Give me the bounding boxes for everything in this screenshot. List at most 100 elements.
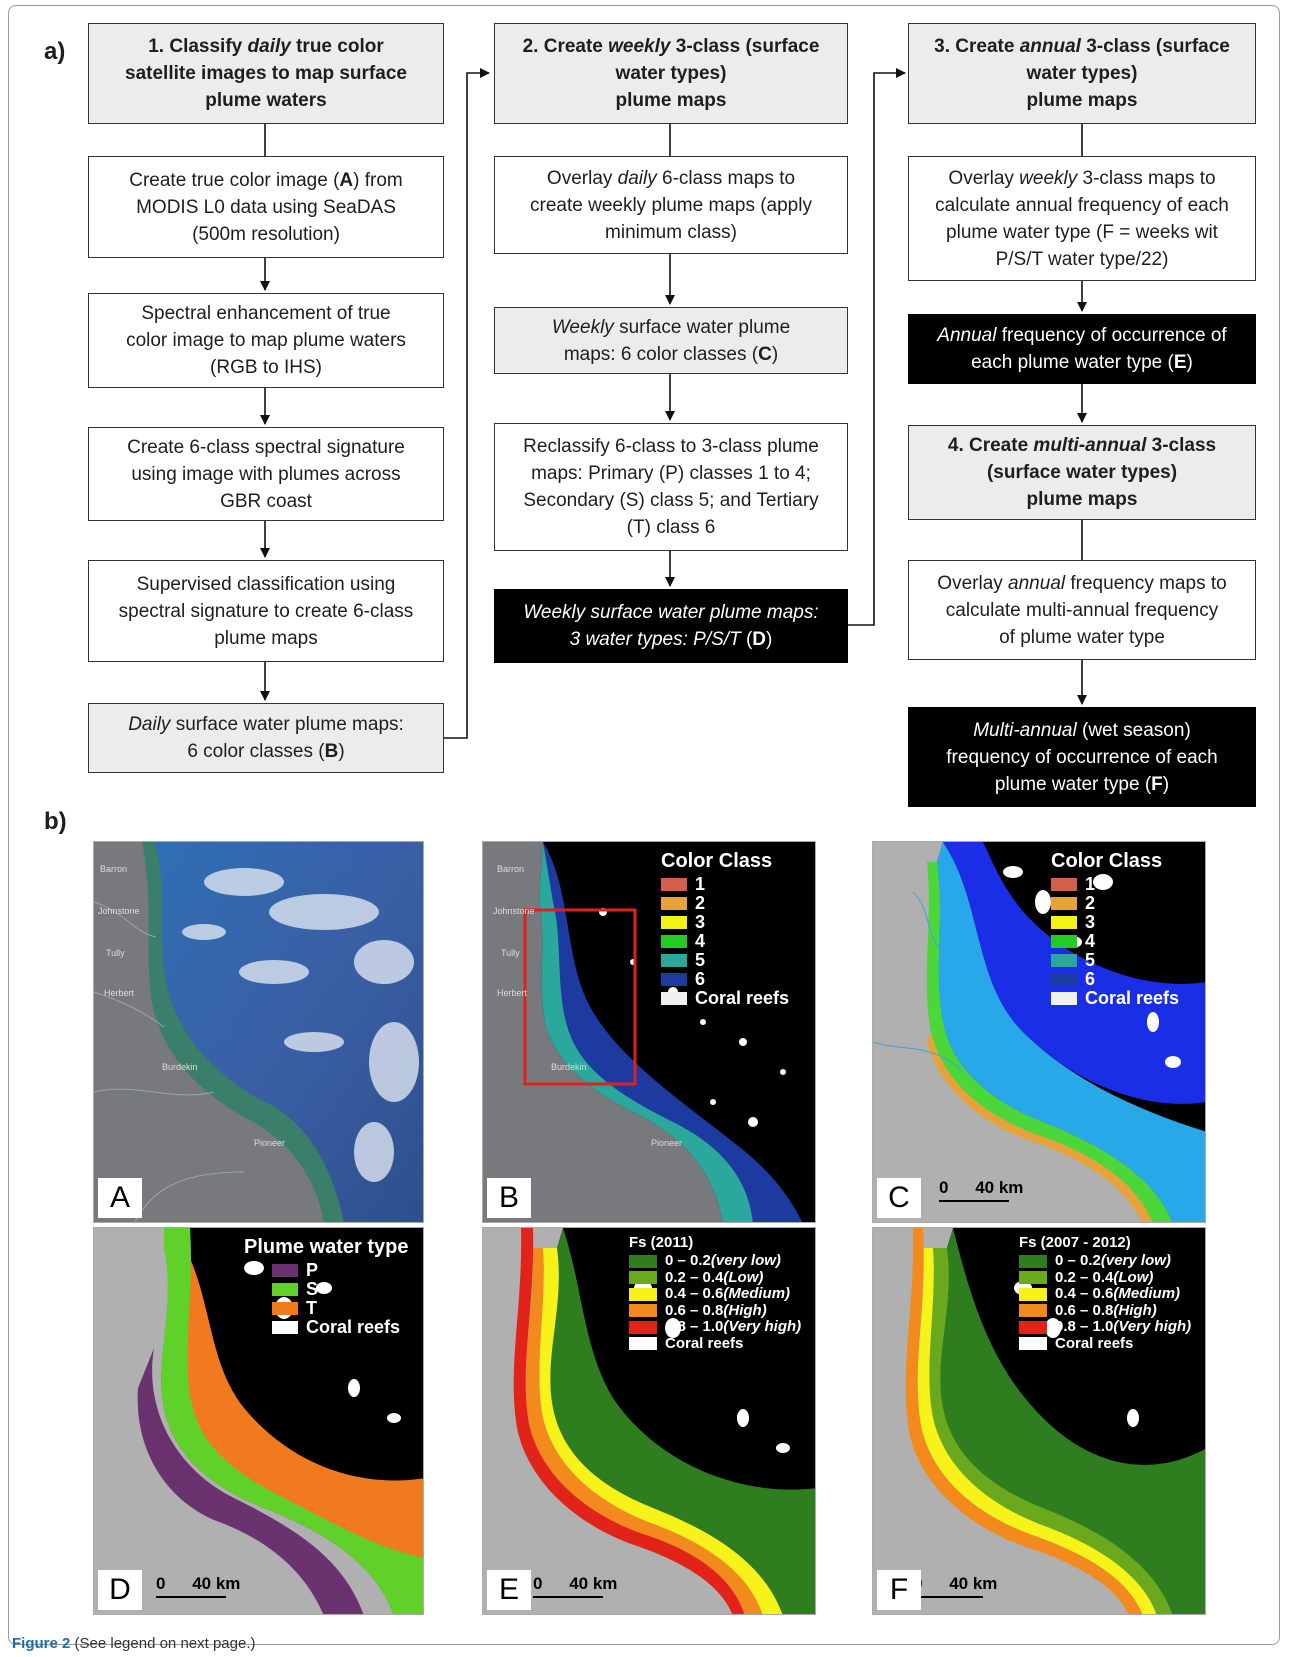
legend-item: 6 <box>661 970 789 989</box>
flow-step-text: maps: Primary (P) classes 1 to 4; <box>531 463 811 484</box>
legend-label: 3 <box>1085 912 1096 932</box>
flow-step-text: Overlay annual frequency maps to <box>937 572 1227 594</box>
legend-swatch <box>1051 973 1077 986</box>
legend-swatch <box>1051 935 1077 948</box>
flow-step-box: Annual frequency of occurrence of each pl… <box>908 314 1256 384</box>
legend-item: 0.4 – 0.6 (Medium) <box>1019 1285 1191 1303</box>
legend-item: 0.8 – 1.0 (Very high) <box>629 1318 802 1336</box>
flow-step-text: Create true color image (A) from <box>129 169 403 191</box>
flow-step-box: 4. Create multi-annual 3-class (surface w… <box>908 425 1256 520</box>
legend-item: 0.6 – 0.8 (High) <box>629 1301 801 1320</box>
legend-fs-2007-2012: Fs (2007 - 2012) 0 – 0.2 (very low) 0.2 –… <box>1019 1234 1191 1352</box>
scale-distance: 40 km <box>949 1574 998 1593</box>
legend-swatch <box>661 973 687 986</box>
flow-step-text: plume waters <box>205 90 327 111</box>
river-label: Herbert <box>104 988 135 998</box>
legend-swatch <box>661 916 687 929</box>
flow-step-text: plume water type (F) <box>994 773 1170 795</box>
legend-label: 6 <box>695 969 706 989</box>
legend-swatch <box>1051 897 1077 910</box>
legend-tag: (Low) <box>1113 1268 1154 1286</box>
legend-label: 2 <box>1085 893 1096 913</box>
legend-label: S <box>306 1279 319 1299</box>
river-label: Pioneer <box>651 1138 683 1148</box>
scale-zero: 0 <box>156 1574 166 1593</box>
flow-step-box: Daily surface water plume maps: 6 color c… <box>88 703 444 773</box>
legend-item: 0 – 0.2 (very low) <box>1019 1252 1191 1270</box>
legend-item: 0 – 0.2 (very low) <box>629 1252 801 1270</box>
legend-tag: (Medium) <box>723 1285 791 1302</box>
flow-step-text: MODIS L0 data using SeaDAS <box>136 196 396 218</box>
legend-label: 1 <box>695 874 706 894</box>
legend-item: 2 <box>1051 894 1179 913</box>
legend-color-class: Color Class 1 2 3 4 5 6 Coral reefs <box>661 850 789 1008</box>
legend-swatch <box>1051 916 1077 929</box>
flow-step-text: Supervised classification using <box>136 573 396 595</box>
legend-label: 5 <box>695 950 706 970</box>
legend-label: 0 – 0.2 <box>665 1252 711 1269</box>
figure-frame <box>8 5 1280 1645</box>
flow-step-box: Overlay daily 6-class maps to create week… <box>494 156 848 254</box>
legend-item: Coral reefs <box>1051 989 1179 1008</box>
legend-tag: (very low) <box>710 1252 781 1269</box>
legend-label: 0.2 – 0.4 <box>1055 1268 1114 1286</box>
river-label: Barron <box>497 864 525 874</box>
legend-item: 6 <box>1051 970 1179 989</box>
flow-step-text: create weekly plume maps (apply <box>530 194 812 216</box>
legend-label: 0.8 – 1.0 <box>665 1318 724 1335</box>
flow-step-text: plume water type (F = weeks wit <box>946 221 1218 243</box>
map-letter: E <box>487 1570 531 1610</box>
legend-title: Color Class <box>1051 850 1163 872</box>
legend-swatch <box>272 1321 298 1334</box>
legend-label: 0 – 0.2 <box>1055 1252 1101 1269</box>
legend-item: 5 <box>1051 951 1179 970</box>
legend-tag: (Very high) <box>723 1318 802 1335</box>
legend-item: Coral reefs <box>272 1318 409 1337</box>
flow-step-text: of plume water type <box>999 626 1165 648</box>
legend-item: 3 <box>661 913 789 932</box>
legend-swatch <box>1019 1271 1047 1285</box>
legend-swatch <box>629 1337 657 1351</box>
flow-step-box: Create true color image (A) from MODIS L0… <box>88 156 444 258</box>
legend-swatch <box>661 954 687 967</box>
legend-fs-2011: Fs (2011) 0 – 0.2 (very low) 0.2 – 0.4 (L… <box>629 1234 801 1352</box>
flow-step-box: Overlay weekly 3-class maps to calculate … <box>908 156 1256 281</box>
flow-step-text: GBR coast <box>220 490 312 512</box>
flow-step-text: Create 6-class spectral signature <box>127 436 405 458</box>
flow-step-text: maps: 6 color classes (C) <box>563 343 779 365</box>
flow-step-text: water types) <box>1026 63 1138 84</box>
legend-item: Coral reefs <box>661 989 789 1008</box>
legend-swatch <box>629 1271 657 1285</box>
legend-label: 4 <box>1085 931 1096 951</box>
scale-distance: 40 km <box>192 1574 241 1593</box>
flow-step-text: (T) class 6 <box>626 517 716 538</box>
legend-item: 0.8 – 1.0 (Very high) <box>1019 1318 1191 1336</box>
legend-label: 4 <box>695 931 706 951</box>
legend-item: 0.4 – 0.6 (Medium) <box>629 1285 801 1303</box>
legend-label: 0.4 – 0.6 <box>1055 1285 1114 1302</box>
legend-swatch <box>1019 1320 1047 1334</box>
flow-step-text: Daily surface water plume maps: <box>128 714 404 735</box>
legend-swatch <box>1051 992 1077 1005</box>
legend-swatch <box>629 1304 657 1318</box>
flow-step-text: water types) <box>615 63 727 84</box>
legend-swatch <box>661 878 687 891</box>
caption-text: (See legend on next page.) <box>70 1635 256 1652</box>
scale-bar: 0 40 km <box>533 1574 617 1598</box>
map-letter: B <box>487 1178 531 1218</box>
legend-color-class: Color Class 1 2 3 4 5 6 Coral reefs <box>1051 850 1179 1008</box>
flow-step-text: Overlay weekly 3-class maps to <box>948 167 1216 189</box>
scale-bar: 0 40 km <box>939 1178 1023 1202</box>
flow-step-text: Annual frequency of occurrence of <box>937 325 1227 346</box>
legend-title: Color Class <box>661 850 773 872</box>
legend-plume-type: Plume water type P S T Coral reefs <box>244 1236 409 1337</box>
legend-label: 0.6 – 0.8 <box>1055 1301 1114 1319</box>
legend-tag: (High) <box>1113 1301 1157 1319</box>
flow-step-text: minimum class) <box>605 221 737 243</box>
flow-step-box: Overlay annual frequency maps to calculat… <box>908 560 1256 660</box>
flow-step-text: each plume water type (E) <box>971 352 1193 373</box>
river-label: Tully <box>501 948 520 958</box>
river-label: Burdekin <box>551 1062 587 1072</box>
flow-step-text: 3 water types: P/S/T (D) <box>569 629 773 650</box>
legend-label: 0.6 – 0.8 <box>665 1301 724 1319</box>
